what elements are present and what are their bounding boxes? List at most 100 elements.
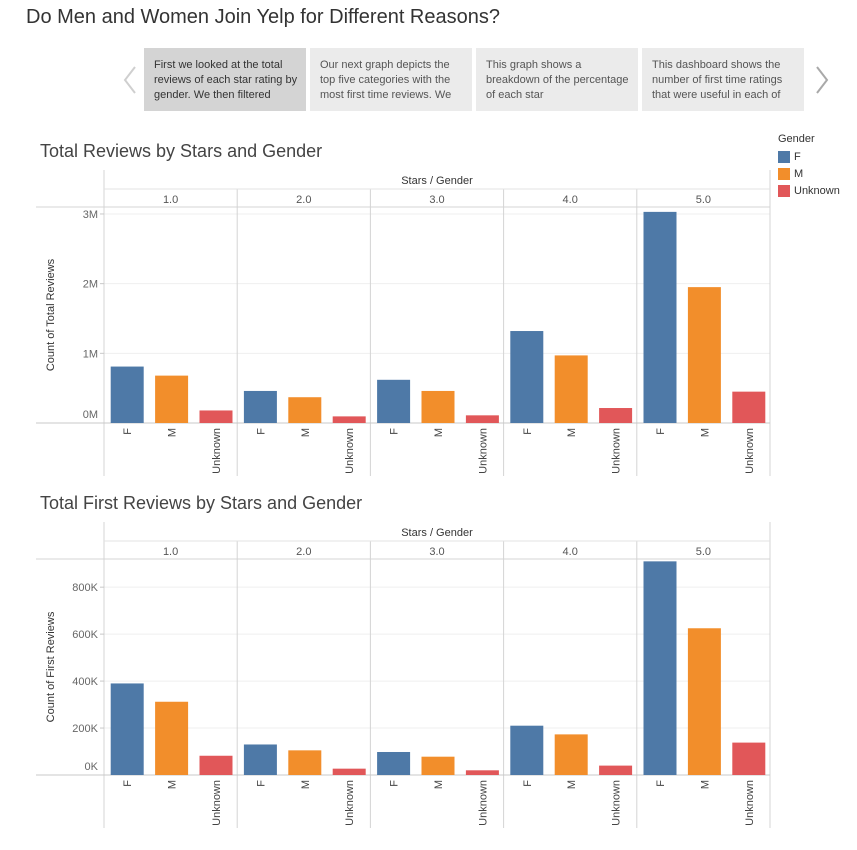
y-tick-label-4: 800K: [72, 582, 98, 594]
x-tick-label-3-0-unknown: Unknown: [477, 428, 489, 474]
bar-5-0-m: [687, 628, 721, 775]
bar-2-0-f: [243, 744, 277, 775]
bar-2-0-unknown: [332, 768, 366, 775]
panel-label-4-0: 4.0: [563, 546, 578, 558]
bar-1-0-unknown: [199, 410, 233, 423]
story-point-3[interactable]: This graph shows a breakdown of the perc…: [476, 48, 638, 111]
x-tick-label-3-0-m: M: [433, 428, 445, 437]
x-tick-label-2-0-f: F: [255, 780, 267, 787]
bar-4-0-m: [554, 734, 588, 775]
story-point-2[interactable]: Our next graph depicts the top five cate…: [310, 48, 472, 111]
bar-4-0-f: [510, 725, 544, 775]
x-tick-label-4-0-f: F: [522, 428, 534, 435]
x-tick-label-5-0-m: M: [699, 428, 711, 437]
legend-label-m: M: [794, 167, 804, 180]
legend-swatch-f: [778, 150, 790, 163]
x-tick-label-5-0-unknown: Unknown: [744, 428, 756, 474]
previous-story-button[interactable]: [118, 58, 142, 102]
x-tick-label-1-0-unknown: Unknown: [211, 428, 223, 474]
legend-item-f[interactable]: F: [778, 148, 840, 165]
gender-legend: Gender F M Unknown: [778, 133, 840, 199]
x-tick-label-3-0-unknown: Unknown: [477, 780, 489, 826]
legend-item-unknown[interactable]: Unknown: [778, 182, 840, 199]
x-tick-label-5-0-f: F: [655, 780, 667, 787]
x-tick-label-4-0-unknown: Unknown: [611, 428, 623, 474]
story-point-1[interactable]: First we looked at the total reviews of …: [144, 48, 306, 111]
panel-label-3-0: 3.0: [429, 546, 444, 558]
bar-5-0-f: [643, 561, 677, 775]
bar-4-0-unknown: [599, 765, 633, 775]
panel-label-1-0: 1.0: [163, 546, 178, 558]
x-tick-label-5-0-unknown: Unknown: [744, 780, 756, 826]
x-tick-label-2-0-m: M: [300, 428, 312, 437]
y-tick-label-3: 600K: [72, 629, 98, 641]
x-tick-label-4-0-m: M: [566, 428, 578, 437]
panel-label-3-0: 3.0: [429, 194, 444, 206]
x-tick-label-3-0-m: M: [433, 780, 445, 789]
bar-1-0-unknown: [199, 755, 233, 775]
panel-label-2-0: 2.0: [296, 194, 311, 206]
x-tick-label-1-0-m: M: [167, 428, 179, 437]
panel-label-5-0: 5.0: [696, 194, 711, 206]
story-point-4[interactable]: This dashboard shows the number of first…: [642, 48, 804, 111]
legend-title: Gender: [778, 133, 815, 145]
panel-label-2-0: 2.0: [296, 546, 311, 558]
next-story-button[interactable]: [810, 58, 834, 102]
y-tick-label-3: 3M: [83, 209, 98, 221]
bar-1-0-f: [110, 366, 144, 423]
legend-swatch-unknown: [778, 184, 790, 197]
x-tick-label-5-0-f: F: [655, 428, 667, 435]
x-tick-label-2-0-m: M: [300, 780, 312, 789]
bar-2-0-m: [288, 397, 322, 423]
bar-5-0-unknown: [732, 391, 766, 423]
y-axis-label: Count of First Reviews: [45, 611, 57, 722]
x-tick-label-2-0-unknown: Unknown: [344, 428, 356, 474]
story-navigator: First we looked at the total reviews of …: [118, 48, 838, 113]
x-tick-label-2-0-f: F: [255, 428, 267, 435]
chevron-right-icon: [816, 66, 829, 94]
y-tick-label-2: 400K: [72, 676, 98, 688]
x-tick-label-4-0-m: M: [566, 780, 578, 789]
bar-3-0-unknown: [465, 415, 499, 423]
bar-2-0-m: [288, 750, 322, 775]
legend-label-unknown: Unknown: [794, 184, 840, 197]
y-tick-label-0: 0K: [85, 761, 99, 773]
legend-item-m[interactable]: M: [778, 165, 840, 182]
bar-3-0-m: [421, 390, 455, 423]
bar-1-0-m: [155, 375, 189, 423]
chart-first-reviews: Stars / Gender Count of First Reviews 0K 20…: [36, 522, 771, 828]
bar-4-0-unknown: [599, 408, 633, 423]
bar-3-0-f: [377, 751, 411, 775]
bar-1-0-m: [155, 701, 189, 775]
chart-title-total-reviews: Total Reviews by Stars and Gender: [40, 141, 323, 161]
bar-2-0-unknown: [332, 416, 366, 423]
y-tick-label-0: 0M: [83, 409, 98, 421]
x-tick-label-1-0-f: F: [122, 428, 134, 435]
panel-label-5-0: 5.0: [696, 546, 711, 558]
chart-title-first-reviews: Total First Reviews by Stars and Gender: [40, 493, 363, 513]
legend-label-f: F: [794, 150, 801, 163]
y-tick-label-2: 2M: [83, 279, 98, 291]
panel-label-4-0: 4.0: [563, 194, 578, 206]
column-header: Stars / Gender: [401, 527, 473, 539]
bar-5-0-f: [643, 211, 677, 423]
x-tick-label-2-0-unknown: Unknown: [344, 780, 356, 826]
bar-2-0-f: [243, 390, 277, 423]
panel-label-1-0: 1.0: [163, 194, 178, 206]
chart-total-reviews: Stars / Gender Count of Total Reviews 0M 1M…: [36, 170, 771, 476]
y-tick-label-1: 200K: [72, 723, 98, 735]
legend-swatch-m: [778, 167, 790, 180]
x-tick-label-4-0-unknown: Unknown: [611, 780, 623, 826]
x-tick-label-4-0-f: F: [522, 780, 534, 787]
bar-5-0-m: [687, 287, 721, 423]
bar-3-0-unknown: [465, 770, 499, 775]
bar-5-0-unknown: [732, 742, 766, 775]
x-tick-label-1-0-f: F: [122, 780, 134, 787]
bar-3-0-m: [421, 756, 455, 775]
x-tick-label-3-0-f: F: [389, 428, 401, 435]
page-title: Do Men and Women Join Yelp for Different…: [26, 6, 500, 28]
bar-4-0-f: [510, 331, 544, 423]
bar-1-0-f: [110, 683, 144, 775]
column-header: Stars / Gender: [401, 175, 473, 187]
x-tick-label-5-0-m: M: [699, 780, 711, 789]
